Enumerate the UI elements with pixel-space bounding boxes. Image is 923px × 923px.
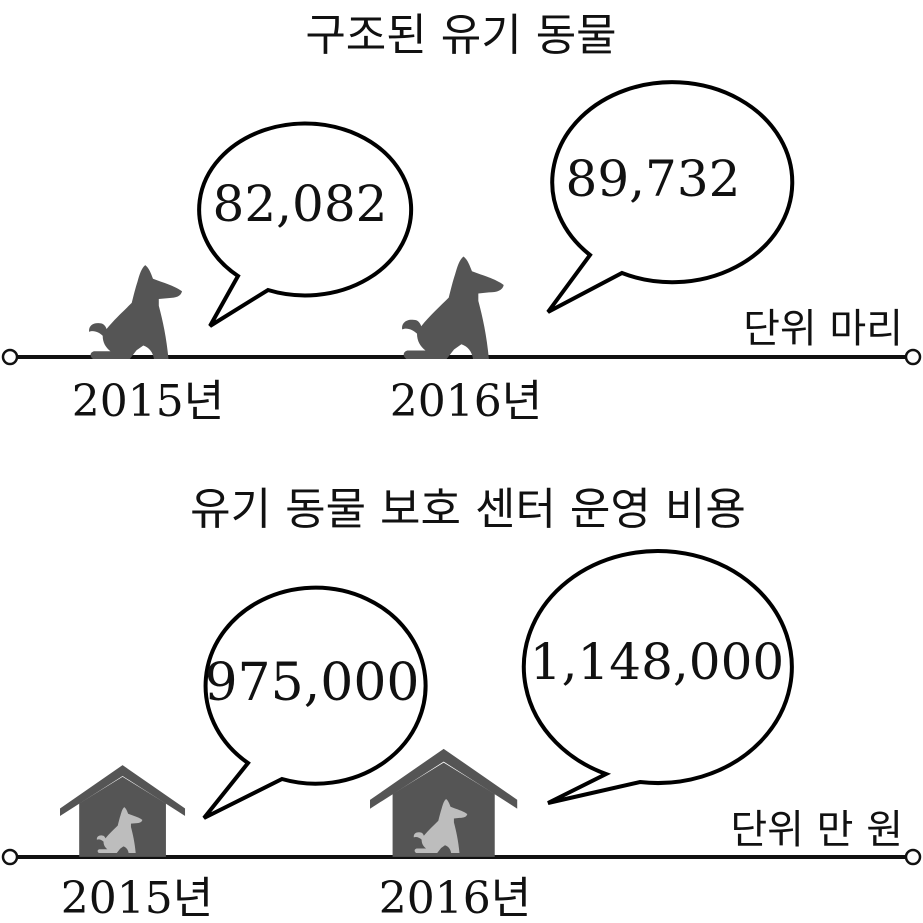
data-label: 89,732	[566, 150, 741, 208]
chart-marks: 82,082 2015년 89,732 2016년	[72, 80, 795, 427]
data-label: 1,148,000	[530, 633, 784, 691]
tick-label: 2015년	[72, 376, 224, 427]
chart-title: 유기 동물 보호 센터 운영 비용	[190, 484, 746, 535]
data-label: 82,082	[213, 175, 388, 233]
unit-label: 단위 만 원	[730, 807, 903, 853]
baseline-end-dot	[904, 348, 922, 366]
tick-label: 2015년	[61, 873, 213, 923]
chart-title: 구조된 유기 동물	[305, 10, 616, 61]
baseline-start-dot	[1, 348, 19, 366]
unit-label: 단위 마리	[743, 306, 903, 352]
speech-bubble	[202, 585, 428, 820]
baseline-end-dot	[904, 848, 922, 866]
dog-icon	[402, 256, 504, 359]
section-rescued-animals: 구조된 유기 동물 단위 마리 82,082 2015년 89,732 2016년	[1, 10, 922, 427]
speech-bubble	[521, 549, 794, 805]
speech-bubble	[546, 80, 795, 314]
tick-label: 2016년	[379, 873, 531, 923]
baseline-start-dot	[1, 848, 19, 866]
section-shelter-cost: 유기 동물 보호 센터 운영 비용 단위 만 원 975,000 2015년 1,1…	[1, 484, 922, 923]
tick-label: 2016년	[390, 376, 542, 427]
dog-icon	[89, 265, 183, 359]
speech-bubble	[197, 121, 414, 328]
chart-marks: 975,000 2015년 1,148,000 2016년	[60, 549, 794, 923]
data-label: 975,000	[204, 653, 419, 713]
